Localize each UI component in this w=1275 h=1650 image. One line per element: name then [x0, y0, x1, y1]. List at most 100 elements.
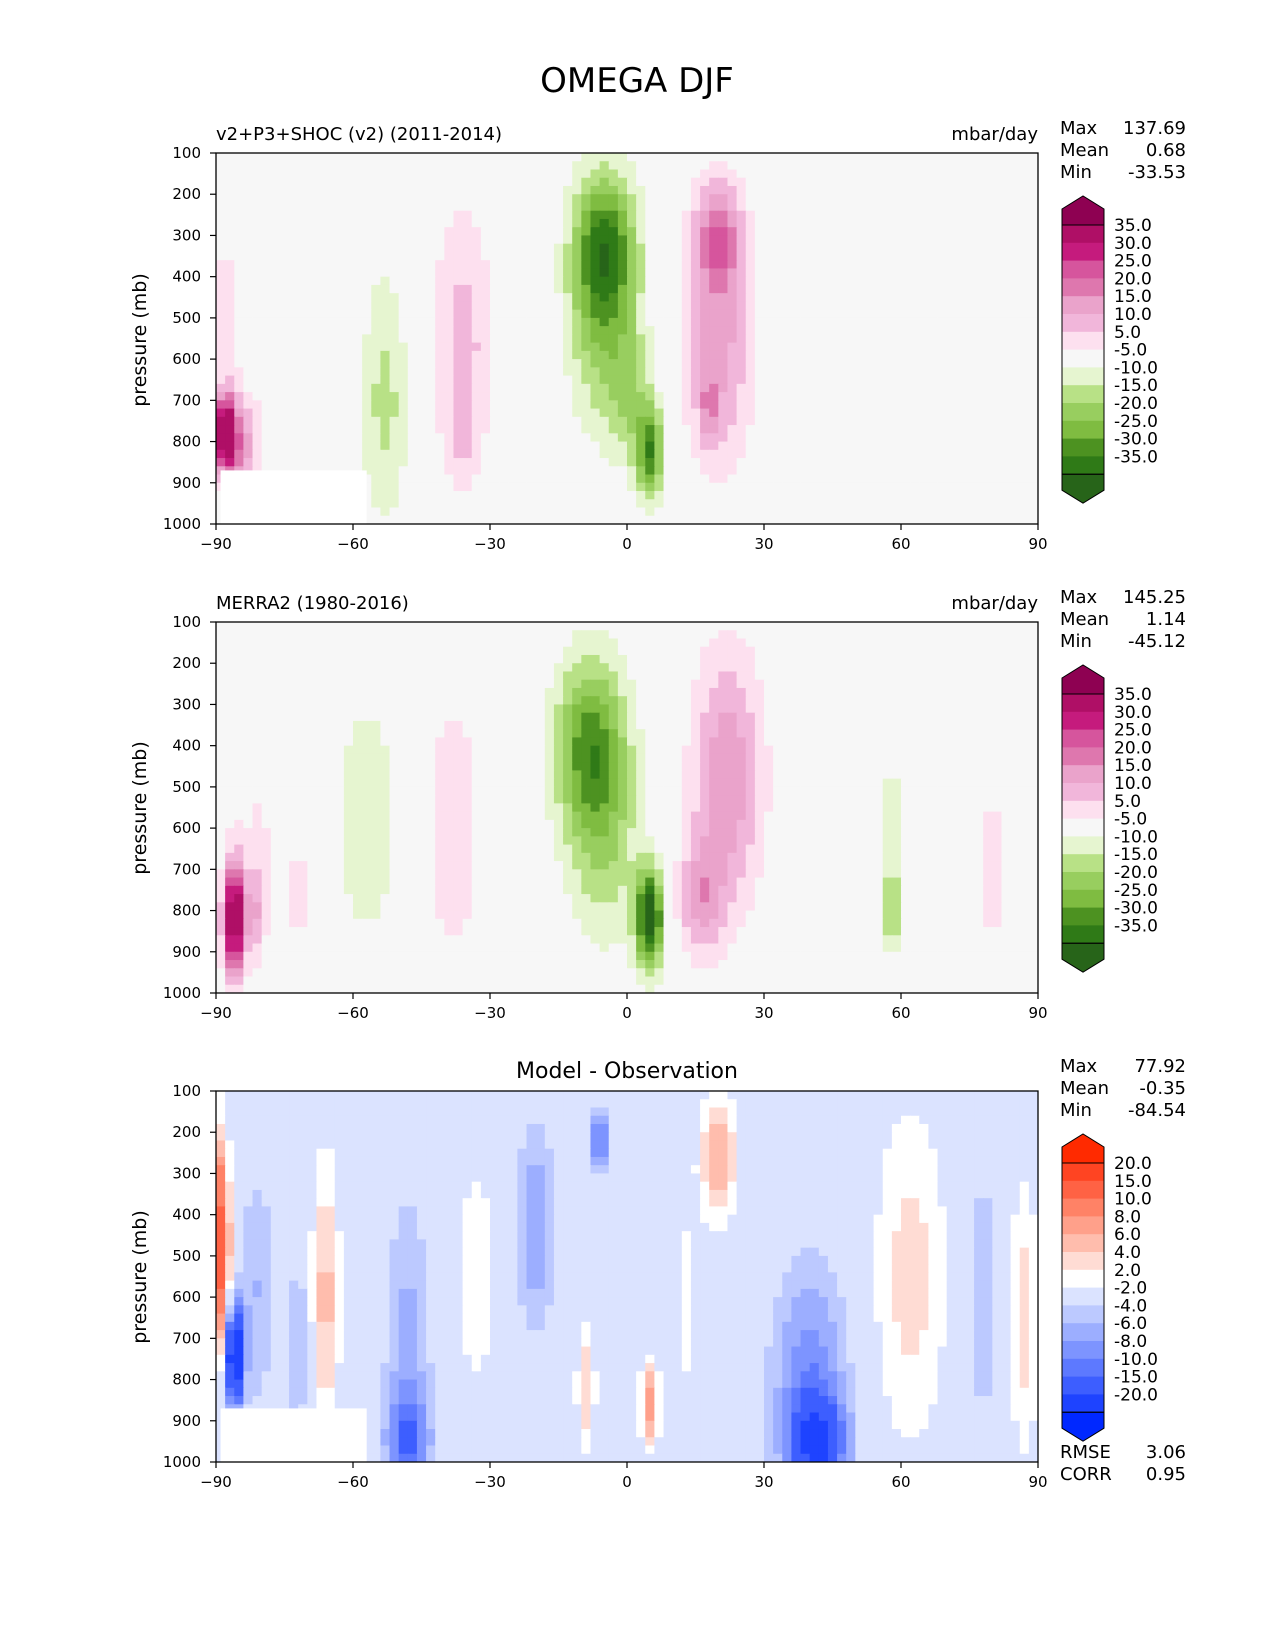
model-field-cell [471, 474, 482, 484]
model-field-cell [873, 416, 884, 426]
observation-field-cell [809, 679, 820, 689]
model-field-cell [508, 350, 518, 360]
observation-field-cell [490, 663, 500, 673]
model-field-cell [279, 169, 290, 179]
model-field-cell [791, 342, 802, 352]
model-field-cell [764, 466, 774, 476]
model-field-cell [216, 383, 226, 393]
model-field-cell [526, 243, 537, 253]
model-field-cell [252, 235, 263, 245]
model-field-cell [563, 482, 573, 492]
model-field-cell [700, 218, 710, 228]
observation-field-cell [490, 646, 500, 656]
observation-field-cell [572, 654, 582, 664]
model-field-cell [983, 177, 993, 187]
model-field-cell [919, 317, 929, 327]
model-field-cell [910, 301, 920, 311]
model-field-cell [234, 235, 244, 245]
model-field-cell [371, 400, 381, 410]
model-field-cell [581, 400, 592, 410]
model-colorbar-swatch [1062, 225, 1104, 244]
model-field-cell [526, 309, 537, 319]
model-field-cell [480, 425, 491, 434]
model-field-cell [1010, 474, 1021, 484]
model-field-cell [553, 466, 564, 476]
observation-field-cell [462, 638, 473, 648]
model-field-cell [389, 334, 400, 344]
model-field-cell [663, 202, 674, 212]
observation-field-cell [490, 687, 500, 697]
model-field-cell [389, 326, 400, 335]
model-field-cell [553, 161, 564, 171]
observation-field-cell [590, 687, 601, 697]
model-field-cell [426, 433, 436, 443]
model-field-cell [444, 392, 455, 401]
model-field-cell [316, 260, 327, 270]
model-field-cell [343, 243, 354, 253]
observation-field-cell [983, 679, 993, 689]
model-field-cell [270, 326, 281, 335]
observation-field-cell [270, 630, 281, 640]
model-field-cell [325, 276, 336, 286]
model-field-cell [535, 227, 546, 237]
observation-field-cell [764, 638, 774, 648]
model-field-cell [407, 177, 418, 187]
model-field-cell [298, 449, 308, 459]
model-field-cell [462, 474, 473, 484]
model-field-cell [617, 449, 628, 459]
model-field-cell [380, 177, 391, 187]
observation-field-cell [216, 679, 226, 689]
model-field-cell [462, 235, 473, 245]
model-field-cell [234, 441, 244, 451]
model-field-cell [773, 317, 783, 327]
model-field-cell [928, 350, 939, 360]
model-field-cell [426, 218, 436, 228]
model-field-cell [617, 342, 628, 352]
observation-field-cell [718, 646, 729, 656]
observation-field-cell [426, 630, 436, 640]
model-field-cell [225, 367, 235, 377]
model-field-cell [380, 474, 391, 484]
model-field-cell [800, 408, 811, 418]
observation-field-cell [654, 638, 665, 648]
model-field-cell [882, 408, 893, 418]
observation-field-cell [599, 638, 610, 648]
model-field-cell [325, 334, 336, 344]
model-field-cell [1028, 227, 1038, 237]
model-field-cell [800, 153, 811, 162]
model-field-cell [380, 210, 391, 220]
model-field-cell [471, 383, 482, 393]
model-field-cell [745, 227, 756, 237]
model-field-cell [1010, 383, 1021, 393]
model-field-cell [736, 350, 747, 360]
model-field-cell [471, 185, 482, 195]
model-field-cell [736, 491, 747, 500]
model-field-cell [261, 441, 272, 451]
model-field-cell [681, 243, 692, 253]
model-field-cell [654, 251, 665, 261]
model-field-cell [416, 169, 427, 179]
model-field-cell [727, 169, 738, 179]
observation-field-cell [901, 622, 911, 631]
model-field-cell [736, 367, 747, 377]
observation-field-cell [307, 630, 318, 640]
model-field-cell [846, 375, 856, 385]
model-field-cell [919, 243, 929, 253]
model-field-cell [325, 153, 336, 162]
model-field-cell [882, 499, 893, 509]
observation-field-cell [334, 630, 345, 640]
model-field-cell [243, 375, 254, 385]
model-field-cell [882, 260, 893, 270]
model-field-cell [289, 359, 299, 368]
model-ytick-label: 400 [172, 268, 201, 286]
model-field-cell [754, 284, 765, 294]
model-field-cell [754, 433, 765, 443]
model-field-cell [416, 210, 427, 220]
observation-field-cell [608, 638, 619, 648]
model-field-cell [243, 161, 254, 171]
model-field-cell [581, 507, 592, 517]
model-field-cell [407, 400, 418, 410]
observation-field-cell [343, 687, 354, 697]
model-field-cell [855, 359, 866, 368]
model-field-cell [946, 284, 957, 294]
